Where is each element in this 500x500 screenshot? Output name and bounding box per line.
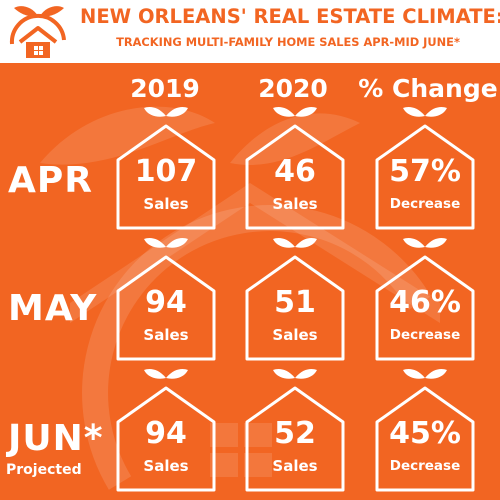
stat-card-may-change: 46% Decrease	[370, 235, 480, 365]
stat-caption: Decrease	[389, 458, 461, 474]
stat-value: 94	[145, 416, 187, 451]
house-outline-with-leaves-icon	[245, 106, 345, 230]
house-outline-with-leaves-icon	[245, 237, 345, 361]
stat-card-jun-change: 45% Decrease	[370, 366, 480, 496]
stat-value: 52	[274, 416, 316, 451]
row-note-projected: Projected	[6, 462, 82, 478]
stat-value: 45%	[389, 416, 461, 451]
house-outline-with-leaves-icon	[375, 368, 475, 492]
house-outline-with-leaves-icon	[245, 368, 345, 492]
stat-card-may-2020: 51 Sales	[240, 235, 350, 365]
stat-caption: Sales	[272, 326, 318, 344]
stat-caption: Decrease	[389, 196, 461, 212]
row-label-apr: APR	[8, 160, 93, 201]
stat-caption: Sales	[272, 195, 318, 213]
stat-caption: Sales	[143, 195, 189, 213]
house-with-leaves-logo-icon	[9, 6, 66, 58]
row-label-jun: JUN*	[8, 418, 104, 459]
stat-value: 46	[274, 154, 316, 189]
column-header-percent-change: % Change	[358, 74, 498, 103]
column-header-2020: 2020	[258, 74, 328, 103]
stat-card-apr-change: 57% Decrease	[370, 104, 480, 234]
house-outline-with-leaves-icon	[375, 237, 475, 361]
header-banner: NEW ORLEANS' REAL ESTATE CLIMATE: TRACKI…	[0, 0, 500, 63]
house-outline-with-leaves-icon	[116, 368, 216, 492]
stat-value: 57%	[389, 154, 461, 189]
house-outline-with-leaves-icon	[116, 237, 216, 361]
house-outline-with-leaves-icon	[375, 106, 475, 230]
stat-caption: Sales	[143, 326, 189, 344]
row-label-may: MAY	[8, 288, 98, 329]
stat-caption: Sales	[143, 457, 189, 475]
stat-card-jun-2020: 52 Sales	[240, 366, 350, 496]
stat-value: 94	[145, 285, 187, 320]
stat-card-apr-2020: 46 Sales	[240, 104, 350, 234]
stat-caption: Decrease	[389, 327, 461, 343]
stat-value: 46%	[389, 285, 461, 320]
stat-card-jun-2019: 94 Sales	[111, 366, 221, 496]
stat-value: 107	[134, 154, 198, 189]
stat-value: 51	[274, 285, 316, 320]
stat-card-apr-2019: 107 Sales	[111, 104, 221, 234]
page-subtitle: TRACKING MULTI-FAMILY HOME SALES APR-MID…	[116, 35, 460, 49]
page-title: NEW ORLEANS' REAL ESTATE CLIMATE:	[80, 5, 500, 28]
stat-caption: Sales	[272, 457, 318, 475]
column-header-2019: 2019	[130, 74, 200, 103]
house-outline-with-leaves-icon	[116, 106, 216, 230]
stat-card-may-2019: 94 Sales	[111, 235, 221, 365]
